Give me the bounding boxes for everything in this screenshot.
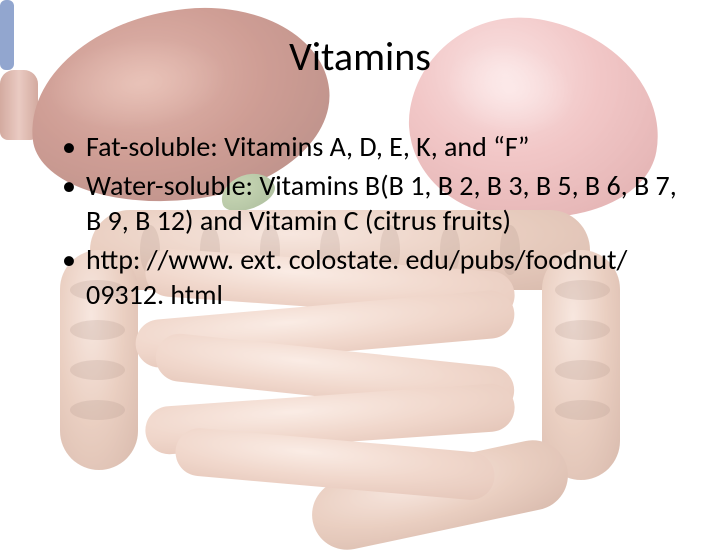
bullet-item: Fat-soluble: Vitamins A, D, E, K, and “F…: [62, 129, 680, 164]
slide-title: Vitamins: [40, 32, 680, 81]
bullet-list: Fat-soluble: Vitamins A, D, E, K, and “F…: [40, 129, 680, 312]
slide-content: Vitamins Fat-soluble: Vitamins A, D, E, …: [0, 0, 720, 540]
bullet-item: Water-soluble: Vitamins B(B 1, B 2, B 3,…: [62, 168, 680, 238]
bullet-item: http: //www. ext. colostate. edu/pubs/fo…: [62, 242, 680, 312]
